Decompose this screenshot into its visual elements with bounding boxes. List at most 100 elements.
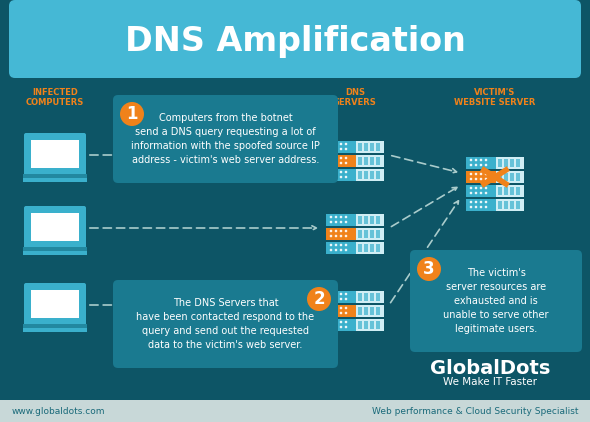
Bar [23,324,87,328]
FancyBboxPatch shape [326,291,384,303]
Circle shape [335,162,337,164]
Circle shape [475,159,477,161]
Bar [23,247,87,251]
Bar [358,321,362,329]
Bar [510,173,514,181]
Bar [376,244,380,252]
Circle shape [480,178,482,180]
Circle shape [335,235,337,237]
Text: INFECTED
COMPUTERS: INFECTED COMPUTERS [26,88,84,108]
Circle shape [340,235,342,237]
FancyBboxPatch shape [326,155,384,167]
Circle shape [340,171,342,173]
Text: 2: 2 [313,290,325,308]
Circle shape [340,293,342,295]
Bar [376,216,380,224]
FancyBboxPatch shape [466,185,524,197]
FancyBboxPatch shape [24,133,86,177]
Circle shape [345,249,348,251]
Circle shape [340,230,342,232]
Bar [370,307,374,315]
Circle shape [340,148,342,150]
FancyBboxPatch shape [326,319,384,331]
Circle shape [475,201,477,203]
Circle shape [485,178,487,180]
Circle shape [480,173,482,175]
Bar [466,157,496,169]
Circle shape [345,157,348,159]
Circle shape [470,192,473,194]
Circle shape [330,321,332,323]
Circle shape [345,230,348,232]
Circle shape [480,164,482,166]
Bar [370,171,374,179]
Bar [364,171,368,179]
Circle shape [475,206,477,208]
FancyBboxPatch shape [466,199,524,211]
Circle shape [485,192,487,194]
Text: VICTIM'S
WEBSITE SERVER: VICTIM'S WEBSITE SERVER [454,88,536,108]
Circle shape [470,201,473,203]
Bar [364,216,368,224]
Bar [370,244,374,252]
Bar [326,228,356,240]
Circle shape [340,321,342,323]
Circle shape [340,307,342,309]
Bar [326,141,356,153]
Bar [23,174,87,178]
Bar [364,157,368,165]
Circle shape [485,187,487,189]
Bar [31,213,79,241]
Bar [498,201,502,209]
Circle shape [330,298,332,300]
Circle shape [330,171,332,173]
Circle shape [485,206,487,208]
Circle shape [485,201,487,203]
FancyBboxPatch shape [466,157,524,169]
Circle shape [330,162,332,164]
Bar [376,230,380,238]
FancyBboxPatch shape [326,242,384,254]
Bar [516,201,520,209]
Bar [504,201,508,209]
Bar [23,178,87,182]
Bar [516,187,520,195]
Bar [326,305,356,317]
FancyBboxPatch shape [24,206,86,250]
FancyBboxPatch shape [24,283,86,327]
Circle shape [480,192,482,194]
Bar [370,143,374,151]
Circle shape [480,206,482,208]
Circle shape [345,298,348,300]
Circle shape [335,243,337,246]
Circle shape [480,187,482,189]
Bar [364,230,368,238]
Circle shape [470,187,473,189]
Bar [31,140,79,168]
Circle shape [470,178,473,180]
Bar [376,321,380,329]
Bar [510,201,514,209]
Circle shape [335,216,337,218]
Circle shape [330,221,332,223]
Circle shape [330,326,332,328]
FancyBboxPatch shape [113,280,338,368]
Bar [358,244,362,252]
Circle shape [330,176,332,179]
Circle shape [335,176,337,179]
Circle shape [330,312,332,314]
Circle shape [330,143,332,145]
Circle shape [345,171,348,173]
Bar [364,244,368,252]
Bar [358,293,362,301]
Circle shape [340,243,342,246]
Bar [326,169,356,181]
Circle shape [485,159,487,161]
Circle shape [345,143,348,145]
Circle shape [345,162,348,164]
Circle shape [335,321,337,323]
Bar [31,290,79,318]
Circle shape [307,287,331,311]
Text: Web performance & Cloud Security Specialist: Web performance & Cloud Security Special… [372,406,578,416]
Circle shape [417,257,441,281]
